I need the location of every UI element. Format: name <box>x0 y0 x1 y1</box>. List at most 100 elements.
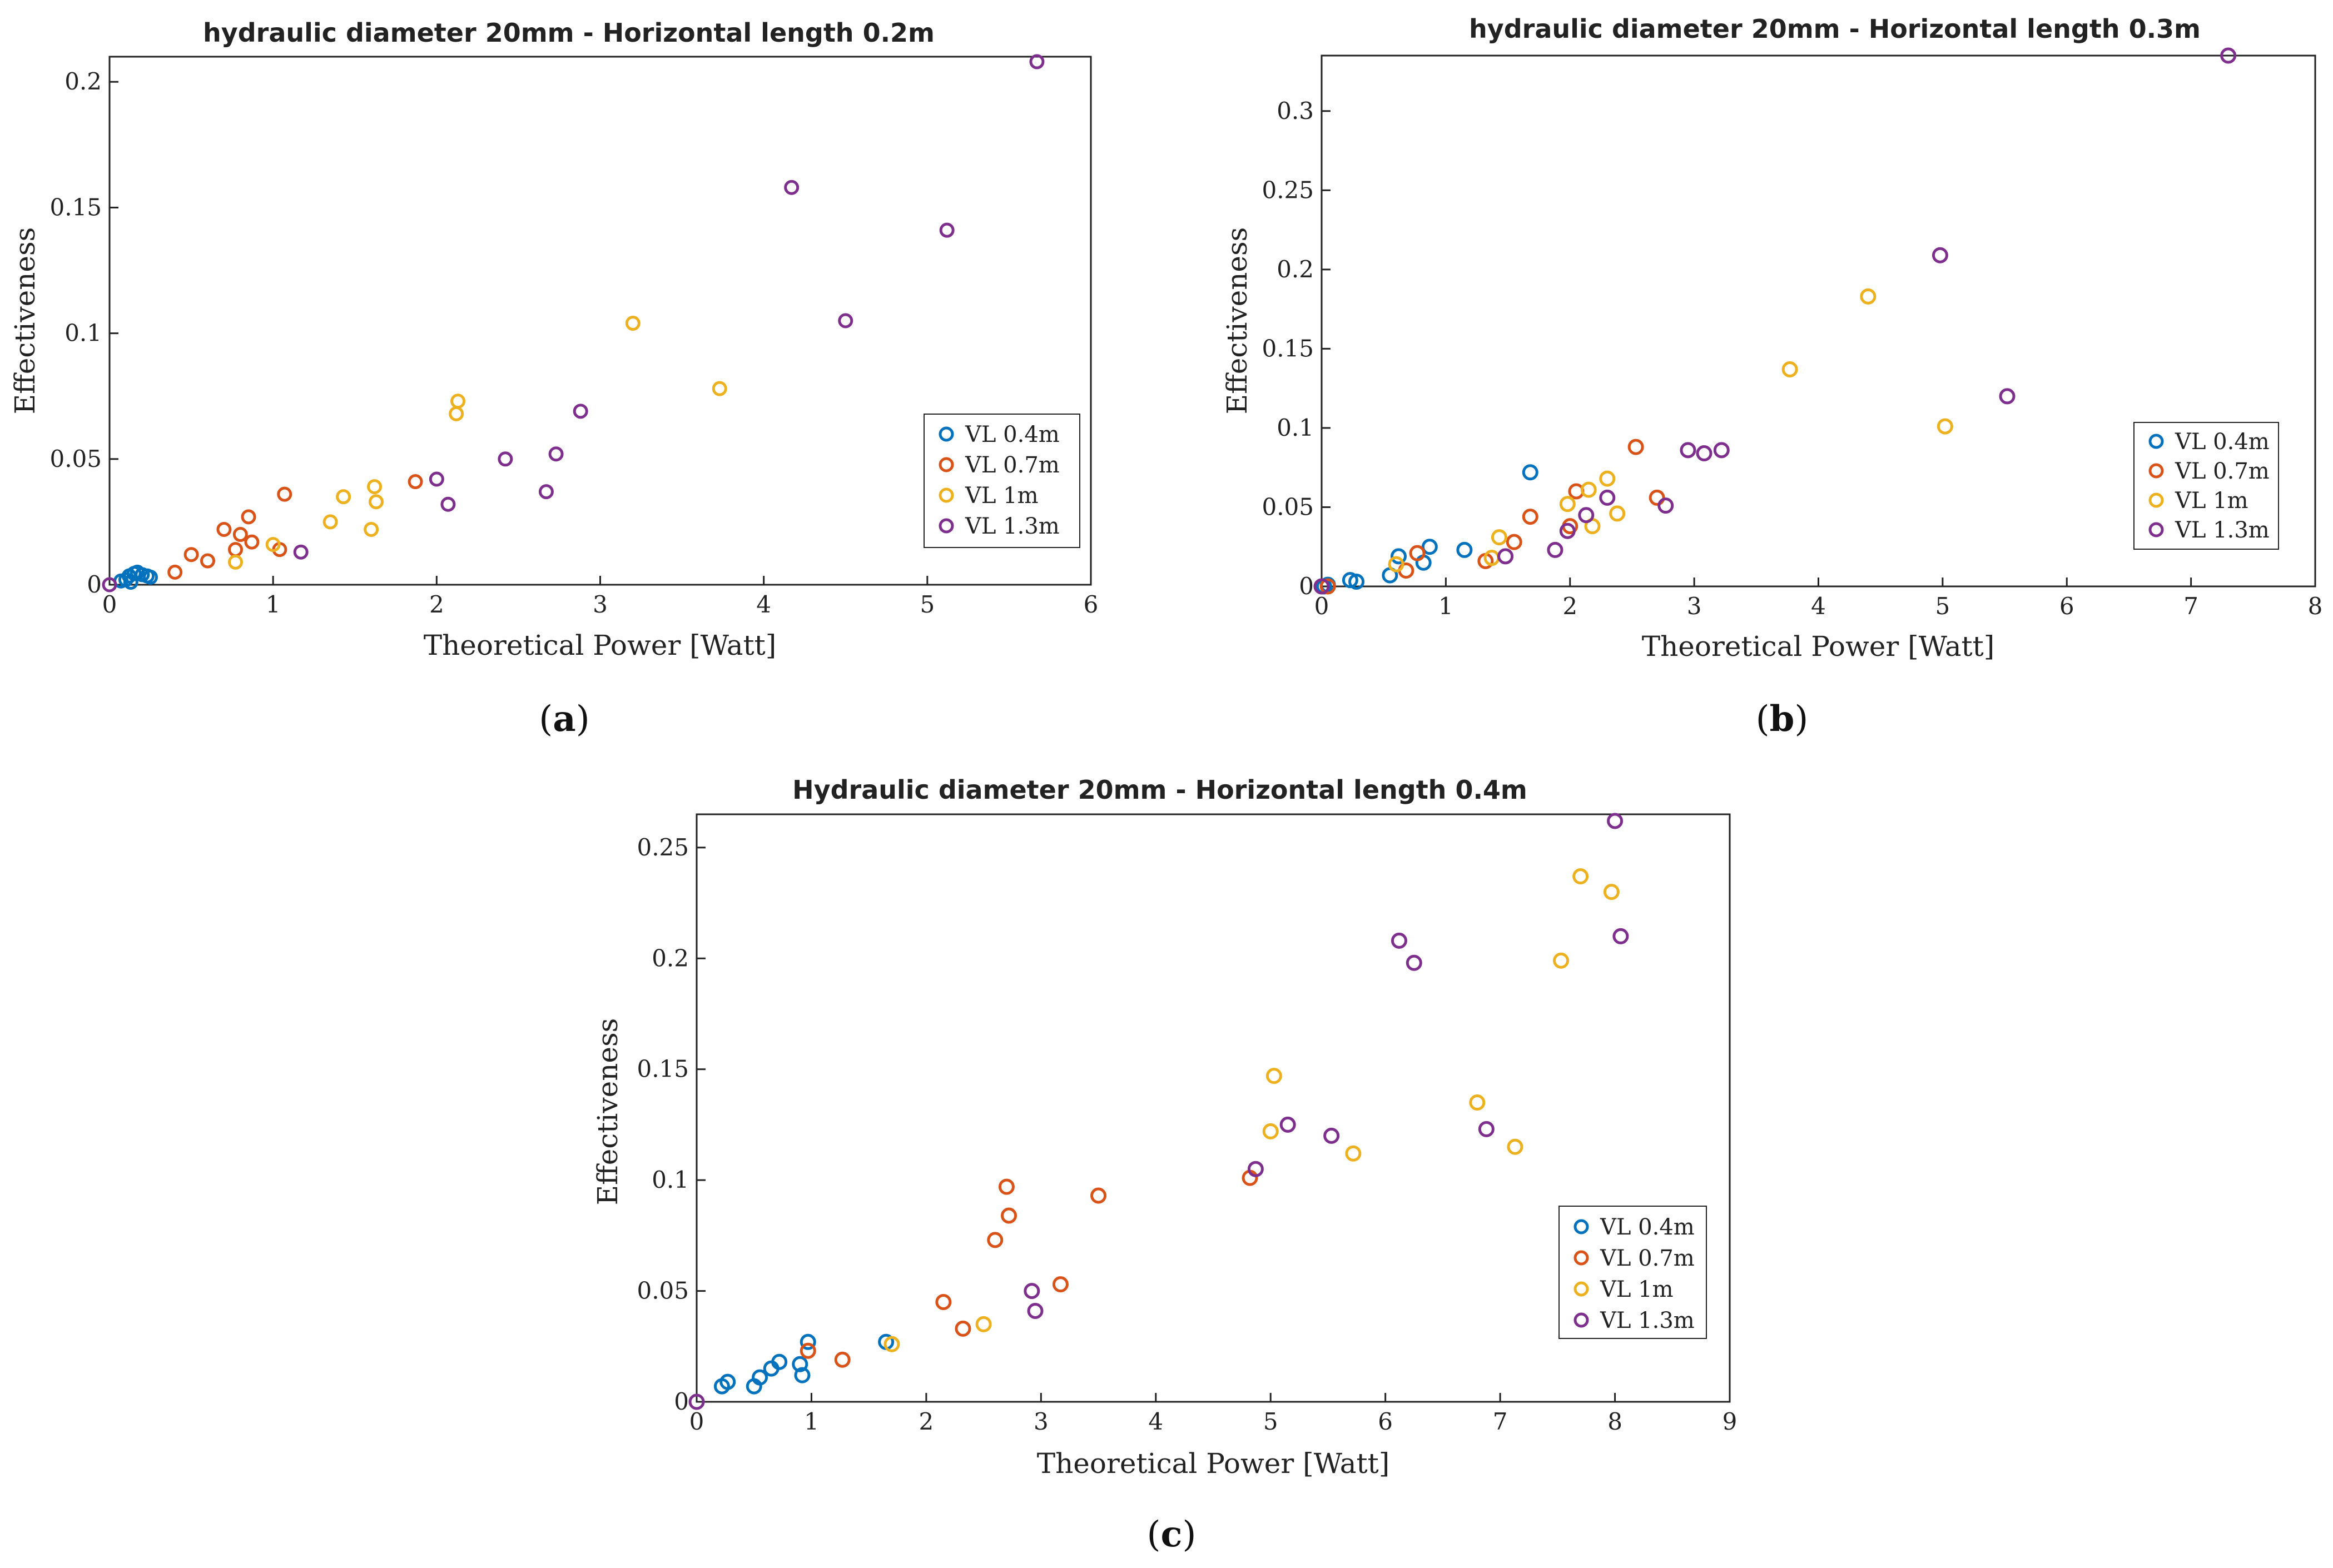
data-point <box>364 521 379 537</box>
data-point <box>1265 1068 1282 1084</box>
plot-area <box>696 813 1731 1403</box>
data-point <box>998 1178 1015 1195</box>
panel-letter: a <box>553 698 575 740</box>
data-point <box>498 451 513 467</box>
data-point <box>939 222 955 238</box>
data-point <box>1578 507 1595 524</box>
legend-marker <box>2148 492 2164 508</box>
data-point <box>883 1336 900 1352</box>
data-point <box>1024 1283 1040 1300</box>
y-tick-label: 0.3 <box>1277 97 1314 125</box>
y-tick-label: 0 <box>1299 573 1314 600</box>
y-axis-label: Effectiveness <box>9 227 41 415</box>
x-tick-label: 3 <box>1034 1408 1049 1435</box>
legend-box <box>1558 1206 1707 1339</box>
data-point <box>1406 954 1422 971</box>
data-point <box>1599 489 1616 506</box>
data-point <box>1001 1207 1017 1224</box>
legend-box <box>2133 422 2279 550</box>
data-point <box>1860 288 1877 305</box>
data-point <box>834 1351 851 1368</box>
panel-label: (b) <box>1756 698 1809 740</box>
x-tick-label: 6 <box>1378 1408 1393 1435</box>
data-point <box>800 1333 816 1350</box>
legend-label: VL 1.3m <box>965 514 1060 539</box>
data-point <box>719 1373 736 1390</box>
x-tick-label: 1 <box>1438 593 1453 620</box>
data-point <box>1319 578 1336 595</box>
legend-marker <box>939 457 954 472</box>
data-point <box>573 404 588 419</box>
x-tick-label: 9 <box>1723 1408 1738 1435</box>
x-tick-label: 4 <box>756 591 771 618</box>
data-point <box>1409 545 1426 561</box>
legend-label: VL 1m <box>2175 488 2248 514</box>
x-tick-label: 1 <box>804 1408 819 1435</box>
data-point <box>1348 573 1365 590</box>
data-point <box>1506 534 1522 550</box>
axis-ticks: 0 1 2 3 4 5 6 7 8 0 0.05 0.1 0.15 0.2 0.25 0.3 <box>1262 97 2322 620</box>
y-tick-label: 0 <box>674 1388 689 1415</box>
legend-label: VL 0.4m <box>2175 429 2270 455</box>
x-tick-label: 8 <box>2308 593 2323 620</box>
legend-marker <box>939 426 954 442</box>
data-point <box>1345 1145 1362 1162</box>
y-tick-label: 0.25 <box>1262 176 1314 203</box>
legend-label: VL 0.4m <box>1600 1214 1695 1240</box>
legend: VL 0.4m VL 0.7m VL 1m VL 1.3m <box>2133 422 2279 550</box>
legend-label: VL 1.3m <box>2175 517 2270 543</box>
x-tick-label: 8 <box>1607 1408 1622 1435</box>
y-tick-label: 0.15 <box>49 193 102 221</box>
data-point <box>1932 247 1948 263</box>
y-axis-label: Effectiveness <box>592 1018 624 1206</box>
data-point <box>712 381 727 396</box>
x-tick-label: 0 <box>689 1408 704 1435</box>
data-point <box>1262 1123 1279 1139</box>
data-point <box>1580 481 1597 498</box>
data-point <box>1469 1094 1486 1111</box>
data-point <box>408 474 423 490</box>
data-point <box>1247 1161 1264 1177</box>
y-tick-label: 0 <box>87 571 102 598</box>
data-point <box>2220 47 2237 64</box>
legend-box <box>924 414 1080 548</box>
x-tick-label: 5 <box>1263 1408 1278 1435</box>
data-point <box>1603 884 1620 900</box>
data-point <box>794 1367 811 1383</box>
data-point <box>123 574 138 590</box>
x-tick-label: 4 <box>1148 1408 1163 1435</box>
data-point <box>1599 470 1616 487</box>
data-point <box>1553 952 1570 969</box>
x-axis-label: Theoretical Power [Watt] <box>424 629 776 661</box>
legend-marker <box>1573 1219 1589 1235</box>
x-tick-label: 0 <box>102 591 117 618</box>
legend-marker <box>2148 522 2164 537</box>
legend-marker <box>939 487 954 503</box>
data-point <box>322 514 338 530</box>
data-point <box>216 521 232 537</box>
y-tick-label: 0.1 <box>652 1166 689 1193</box>
data-point <box>241 509 256 525</box>
data-point <box>1713 442 1730 459</box>
y-tick-label: 0.2 <box>1277 256 1314 283</box>
data-point <box>277 486 292 502</box>
data-point <box>625 316 641 331</box>
data-point <box>838 313 853 328</box>
x-tick-label: 2 <box>919 1408 934 1435</box>
x-tick-label: 5 <box>920 591 935 618</box>
legend-label: VL 1m <box>965 483 1039 509</box>
legend-marker <box>2148 434 2164 449</box>
data-point <box>1559 496 1576 512</box>
legend-label: VL 0.4m <box>965 422 1060 447</box>
data-point <box>244 534 260 550</box>
data-point <box>1491 529 1507 546</box>
data-point <box>1507 1138 1523 1155</box>
panel-label: (a) <box>539 698 589 740</box>
data-point <box>792 1356 808 1372</box>
data-point <box>1388 556 1404 573</box>
data-point <box>183 547 199 563</box>
x-tick-label: 7 <box>1493 1408 1508 1435</box>
y-tick-label: 0.15 <box>1262 335 1314 362</box>
legend-label: VL 1.3m <box>1600 1308 1695 1333</box>
x-axis-label: Theoretical Power [Watt] <box>1037 1447 1389 1480</box>
